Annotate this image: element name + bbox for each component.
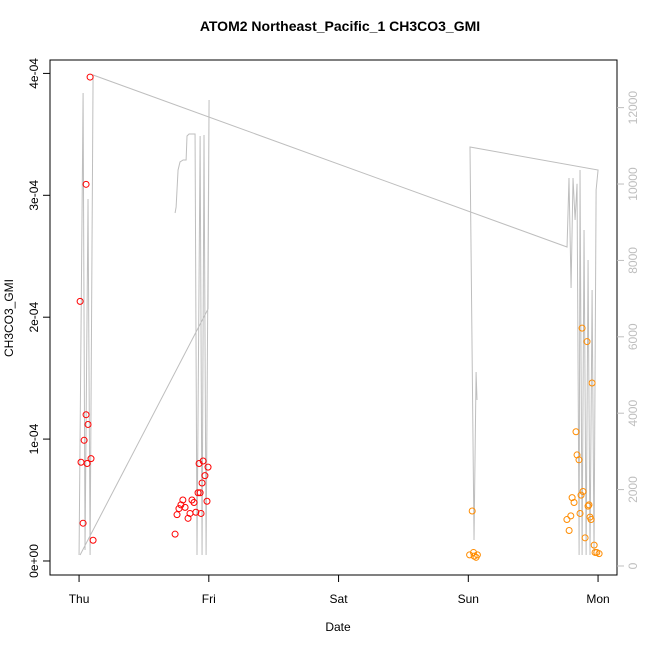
x-tick-label: Sun xyxy=(458,592,479,606)
point xyxy=(585,501,593,509)
point xyxy=(84,420,92,428)
point xyxy=(192,508,200,516)
point xyxy=(579,488,587,496)
point xyxy=(175,505,183,513)
y2-tick-label: 8000 xyxy=(626,247,640,274)
point xyxy=(567,512,575,520)
point xyxy=(82,411,90,419)
y-tick-label: 3e-04 xyxy=(27,180,41,211)
x-tick-label: Sat xyxy=(330,592,349,606)
point xyxy=(181,503,189,511)
x-tick-label: Fri xyxy=(202,592,216,606)
point xyxy=(204,463,212,471)
point xyxy=(76,297,84,305)
point xyxy=(201,472,209,480)
point xyxy=(584,502,592,510)
point xyxy=(82,180,90,188)
point xyxy=(89,536,97,544)
point xyxy=(590,541,598,549)
point xyxy=(199,457,207,465)
x-tick-label: Mon xyxy=(586,592,609,606)
point xyxy=(179,496,187,504)
point xyxy=(572,428,580,436)
point xyxy=(578,324,586,332)
x-tick-label: Thu xyxy=(69,592,90,606)
point xyxy=(576,509,584,517)
point xyxy=(198,479,206,487)
y-tick-label: 2e-04 xyxy=(27,302,41,333)
line xyxy=(78,74,599,556)
point xyxy=(196,489,204,497)
point xyxy=(190,498,198,506)
point xyxy=(473,551,481,559)
y-axis-label: CH3CO3_GMI xyxy=(2,279,16,357)
point xyxy=(77,458,85,466)
point xyxy=(203,497,211,505)
point xyxy=(581,534,589,542)
point xyxy=(468,507,476,515)
y2-tick-label: 10000 xyxy=(626,167,640,201)
point xyxy=(197,509,205,517)
point xyxy=(588,379,596,387)
y2-tick-label: 12000 xyxy=(626,91,640,125)
point xyxy=(173,511,181,519)
y2-tick-label: 6000 xyxy=(626,323,640,350)
y2-tick-label: 2000 xyxy=(626,476,640,503)
point xyxy=(565,527,573,535)
point xyxy=(587,516,595,524)
point xyxy=(86,73,94,81)
point xyxy=(470,552,478,560)
point xyxy=(575,456,583,464)
plot-frame xyxy=(49,59,618,576)
y-tick-label: 1e-04 xyxy=(27,423,41,454)
point xyxy=(80,436,88,444)
point xyxy=(194,489,202,497)
point xyxy=(87,455,95,463)
point xyxy=(583,338,591,346)
chart-title: ATOM2 Northeast_Pacific_1 CH3CO3_GMI xyxy=(200,18,480,34)
point xyxy=(83,459,91,467)
point xyxy=(570,498,578,506)
y2-tick-label: 4000 xyxy=(626,400,640,427)
y-tick-label: 4e-04 xyxy=(27,58,41,89)
y-tick-label: 0e+00 xyxy=(27,544,41,578)
point xyxy=(595,550,603,558)
point xyxy=(577,491,585,499)
x-axis-label: Date xyxy=(325,620,351,634)
point xyxy=(171,530,179,538)
point xyxy=(79,519,87,527)
point xyxy=(563,516,571,524)
y2-tick-label: 0 xyxy=(626,562,640,569)
